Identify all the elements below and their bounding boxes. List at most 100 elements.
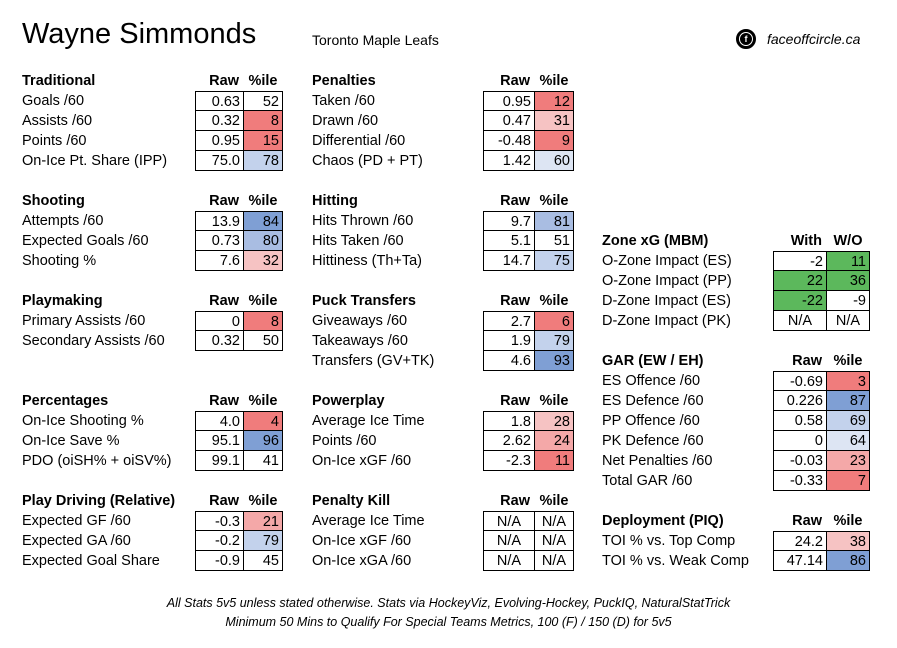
percentile-value: 81: [534, 211, 574, 231]
stat-label: Takeaways /60: [312, 333, 408, 349]
raw-value: -0.69: [773, 371, 826, 391]
raw-value: 4.0: [195, 411, 243, 431]
percentile-value: 28: [534, 411, 574, 431]
raw-value: 24.2: [773, 531, 826, 551]
stat-label: D-Zone Impact (PK): [602, 313, 731, 329]
percentile-value: 80: [243, 231, 283, 251]
stat-label: Primary Assists /60: [22, 313, 146, 329]
brand: f faceoffcircle.ca: [736, 29, 860, 49]
play-driving-title: Play Driving (Relative): [22, 493, 176, 509]
raw-value: -0.9: [195, 551, 243, 571]
percentile-value: 12: [534, 91, 574, 111]
raw-value: 13.9: [195, 211, 243, 231]
play-driving-pct-header: %ile: [248, 493, 278, 509]
gar-raw-header: Raw: [792, 353, 822, 369]
puck-transfers-pct-header: %ile: [539, 293, 569, 309]
stat-label: Expected GF /60: [22, 513, 131, 529]
raw-value: 4.6: [483, 351, 534, 371]
percentile-value: 9: [534, 131, 574, 151]
playmaking-pct-header: %ile: [248, 293, 278, 309]
stat-label: Goals /60: [22, 93, 85, 109]
hitting-raw-header: Raw: [500, 193, 530, 209]
raw-value: 0.47: [483, 111, 534, 131]
stat-label: Total GAR /60: [602, 473, 693, 489]
percentile-value: 52: [243, 91, 283, 111]
shooting-raw-header: Raw: [209, 193, 239, 209]
raw-value: 2.7: [483, 311, 534, 331]
puck-transfers-raw-header: Raw: [500, 293, 530, 309]
percentile-value: 78: [243, 151, 283, 171]
raw-value: -0.3: [195, 511, 243, 531]
raw-value: 9.7: [483, 211, 534, 231]
raw-value: 2.62: [483, 431, 534, 451]
penalty-kill-title: Penalty Kill: [312, 493, 391, 509]
hitting-pct-header: %ile: [539, 193, 569, 209]
stat-label: Chaos (PD + PT): [312, 153, 423, 169]
zone-xg-pct-header: W/O: [833, 233, 863, 249]
footer-note-1: All Stats 5v5 unless stated otherwise. S…: [166, 596, 731, 610]
raw-value: 75.0: [195, 151, 243, 171]
percentile-value: 45: [243, 551, 283, 571]
stat-label: ES Defence /60: [602, 393, 704, 409]
raw-value: 7.6: [195, 251, 243, 271]
raw-value: 0.58: [773, 411, 826, 431]
deployment-pct-header: %ile: [833, 513, 863, 529]
raw-value: -0.48: [483, 131, 534, 151]
percentile-value: 3: [826, 371, 870, 391]
deployment-title: Deployment (PIQ): [602, 513, 724, 529]
stat-label: TOI % vs. Weak Comp: [602, 553, 749, 569]
percentile-value: N/A: [826, 311, 870, 331]
stat-label: Attempts /60: [22, 213, 104, 229]
percentile-value: 6: [534, 311, 574, 331]
stat-label: Average Ice Time: [312, 513, 425, 529]
brand-site: faceoffcircle.ca: [767, 31, 861, 47]
stat-label: ES Offence /60: [602, 373, 701, 389]
stat-label: Taken /60: [312, 93, 375, 109]
raw-value: 0: [773, 431, 826, 451]
raw-value: 0.95: [195, 131, 243, 151]
stat-label: Hittiness (Th+Ta): [312, 253, 422, 269]
percentile-value: 21: [243, 511, 283, 531]
stat-label: On-Ice xGF /60: [312, 533, 412, 549]
raw-value: -2.3: [483, 451, 534, 471]
stat-label: On-Ice Save %: [22, 433, 120, 449]
percentile-value: 79: [534, 331, 574, 351]
stat-label: PK Defence /60: [602, 433, 704, 449]
play-driving-raw-header: Raw: [209, 493, 239, 509]
faceoffcircle-logo-icon: f: [736, 29, 756, 49]
stat-label: Differential /60: [312, 133, 406, 149]
gar-title: GAR (EW / EH): [602, 353, 704, 369]
percentile-value: N/A: [534, 551, 574, 571]
stat-label: Hits Thrown /60: [312, 213, 414, 229]
stat-label: Expected Goal Share: [22, 553, 160, 569]
raw-value: -0.03: [773, 451, 826, 471]
raw-value: -0.33: [773, 471, 826, 491]
percentile-value: N/A: [534, 531, 574, 551]
percentile-value: 96: [243, 431, 283, 451]
percentile-value: 36: [826, 271, 870, 291]
penalty-kill-raw-header: Raw: [500, 493, 530, 509]
stat-label: D-Zone Impact (ES): [602, 293, 731, 309]
percentile-value: 11: [826, 251, 870, 271]
percentile-value: -9: [826, 291, 870, 311]
percentile-value: 93: [534, 351, 574, 371]
stat-label: Secondary Assists /60: [22, 333, 165, 349]
puck-transfers-title: Puck Transfers: [312, 293, 416, 309]
stat-label: Net Penalties /60: [602, 453, 713, 469]
percentile-value: 51: [534, 231, 574, 251]
raw-value: -2: [773, 251, 826, 271]
stat-label: Average Ice Time: [312, 413, 425, 429]
stat-label: On-Ice Shooting %: [22, 413, 144, 429]
percentile-value: 8: [243, 111, 283, 131]
powerplay-title: Powerplay: [312, 393, 385, 409]
percentile-value: 69: [826, 411, 870, 431]
powerplay-pct-header: %ile: [539, 393, 569, 409]
shooting-title: Shooting: [22, 193, 85, 209]
stat-label: Hits Taken /60: [312, 233, 404, 249]
percentile-value: 15: [243, 131, 283, 151]
stat-label: Points /60: [312, 433, 377, 449]
percentile-value: 31: [534, 111, 574, 131]
raw-value: 0.73: [195, 231, 243, 251]
stat-label: PP Offence /60: [602, 413, 700, 429]
raw-value: 47.14: [773, 551, 826, 571]
